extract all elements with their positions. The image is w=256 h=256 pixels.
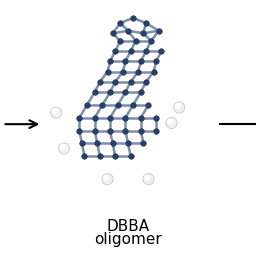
Circle shape [143,174,154,185]
Circle shape [60,144,65,150]
Circle shape [145,175,150,180]
Circle shape [175,103,180,109]
Circle shape [51,107,62,118]
Circle shape [102,174,113,185]
Circle shape [174,102,185,113]
Text: DBBA: DBBA [106,219,150,234]
Circle shape [58,143,70,154]
Circle shape [52,109,58,114]
Text: oligomer: oligomer [94,232,162,247]
Circle shape [104,175,109,180]
Circle shape [168,119,173,124]
Circle shape [166,117,177,129]
